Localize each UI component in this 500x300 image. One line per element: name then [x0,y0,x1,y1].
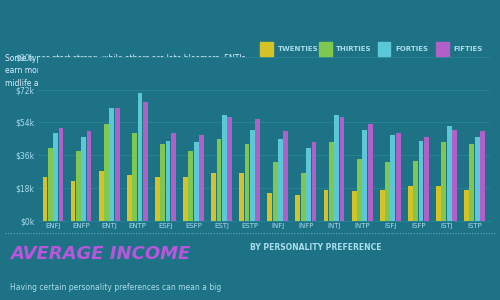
Bar [424,137,428,220]
Bar [296,195,300,220]
Text: BY PERSONALITY PREFERENCE: BY PERSONALITY PREFERENCE [250,243,382,252]
Bar [340,117,344,220]
Bar [42,177,48,220]
Bar [436,42,449,56]
Bar [127,175,132,220]
Bar [324,190,328,220]
Bar [240,173,244,220]
Bar [414,160,418,220]
Bar [334,115,339,220]
Bar [380,190,384,220]
Bar [188,152,193,220]
Bar [143,102,148,220]
Bar [110,108,114,220]
Bar [183,177,188,220]
Bar [312,142,316,220]
Bar [222,115,226,220]
Bar [82,137,86,220]
Bar [272,162,278,220]
Bar [301,173,306,220]
Bar [319,42,332,56]
Bar [452,130,457,220]
Bar [227,117,232,220]
Bar [211,173,216,220]
Bar [475,137,480,220]
Text: Some types start strong, while others are late bloomers. ENTJs
earn more early i: Some types start strong, while others ar… [5,54,250,88]
Bar [53,133,58,220]
Bar [115,108,119,220]
Bar [171,133,176,220]
Bar [362,130,367,220]
Bar [268,193,272,220]
Bar [160,144,165,220]
Bar [390,135,396,220]
Bar [48,148,52,220]
Bar [70,181,76,220]
Bar [436,186,441,220]
Bar [284,131,288,220]
Bar [199,135,204,220]
Text: THIRTIES: THIRTIES [336,46,372,52]
Bar [378,42,390,56]
Bar [464,190,469,220]
Text: FORTIES: FORTIES [395,46,428,52]
Text: TWENTIES: TWENTIES [278,46,318,52]
Bar [86,131,92,220]
Bar [216,139,222,220]
Bar [352,191,356,220]
Bar [368,124,372,220]
Bar [418,141,424,220]
Bar [357,159,362,220]
Bar [58,128,64,220]
Bar [260,42,273,56]
Bar [166,141,170,220]
Bar [306,148,311,220]
Bar [244,144,250,220]
Bar [385,162,390,220]
Bar [250,130,255,220]
Bar [396,133,400,220]
Text: AVERAGE INCOME: AVERAGE INCOME [10,245,190,263]
Bar [446,126,452,220]
Bar [408,186,412,220]
Bar [104,124,109,220]
Bar [470,144,474,220]
Bar [329,142,334,220]
Text: Having certain personality preferences can mean a big: Having certain personality preferences c… [10,283,221,292]
Bar [99,171,103,220]
Bar [132,133,137,220]
Bar [76,152,81,220]
Bar [278,139,283,220]
Text: FIFTIES: FIFTIES [454,46,483,52]
Bar [138,93,142,220]
Bar [480,131,485,220]
Bar [194,142,198,220]
Bar [442,142,446,220]
Bar [256,119,260,220]
Bar [155,177,160,220]
